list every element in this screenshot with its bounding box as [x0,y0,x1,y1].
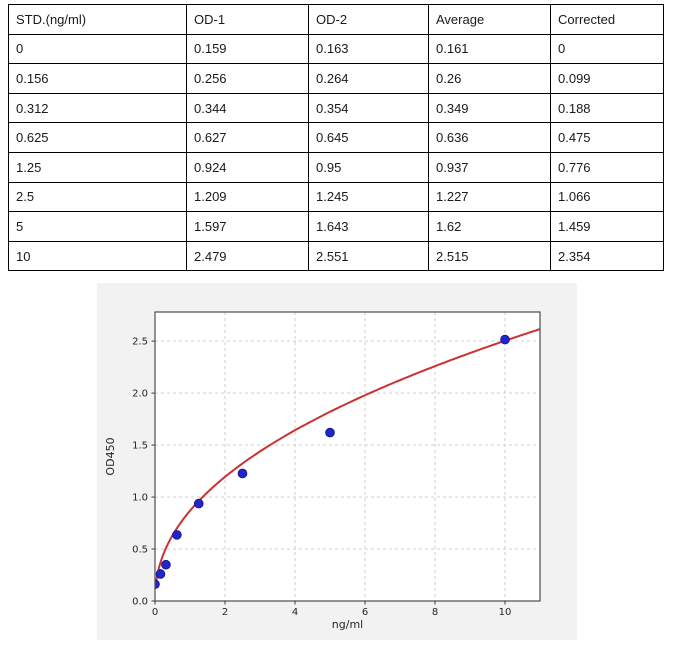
y-tick-label: 1.0 [132,493,148,504]
table-cell: 0.312 [8,92,187,124]
x-tick-label: 2 [222,607,228,618]
data-point [161,559,171,570]
table-header-cell: STD.(ng/ml) [8,4,187,35]
data-point [155,579,160,590]
table-cell: 0 [8,33,187,65]
data-point [155,569,166,579]
table-cell: 2.5 [8,181,187,213]
plot-area [155,312,540,601]
standards-table: STD.(ng/ml) OD-1 OD-2 Average Corrected 0 0.1… [8,4,664,272]
chart-svg: 0 2 4 6 8 10 0.0 0.5 1.0 1.5 2.0 2.5 ng/ml OD450 [97,283,577,640]
table-cell: 0.625 [8,122,187,153]
table-cell: 0.161 [428,33,551,65]
table-header-cell: Average [428,4,551,35]
table-row: 0.156 0.256 0.264 0.26 0.099 [8,63,664,94]
table-row: 0.625 0.627 0.645 0.636 0.475 [8,122,664,153]
x-tick-label: 0 [152,607,158,618]
axes-frame [154,311,541,602]
table-header-cell: Corrected [550,4,664,35]
table-header-row: STD.(ng/ml) OD-1 OD-2 Average Corrected [8,4,664,35]
x-tick-label: 10 [499,607,512,618]
table-cell: 0 [550,33,664,65]
y-tick-label: 2.0 [132,389,148,400]
data-point [237,468,248,479]
table-cell: 0.188 [550,92,664,124]
table-cell: 0.924 [186,151,309,183]
table-cell: 0.776 [550,151,664,183]
y-tick-label: 0.5 [132,545,148,556]
table-cell: 1.227 [428,181,551,213]
table-cell: 0.636 [428,122,551,153]
table-cell: 0.264 [308,63,429,94]
data-point [193,498,204,509]
standard-curve-chart: 0 2 4 6 8 10 0.0 0.5 1.0 1.5 2.0 2.5 ng/ml OD450 [97,283,577,640]
table-cell: 0.256 [186,63,309,94]
table-cell: 2.479 [186,240,309,272]
data-point [500,334,510,345]
table-cell: 1.643 [308,211,429,242]
table-cell: 2.354 [550,240,664,272]
y-tick-label: 0.0 [132,597,148,608]
table-header-cell: OD-1 [186,4,309,35]
y-tick-label: 2.5 [132,337,148,348]
table-cell: 0.156 [8,63,187,94]
table-cell: 5 [8,211,187,242]
table-cell: 0.159 [186,33,309,65]
table-row: 1.25 0.924 0.95 0.937 0.776 [8,151,664,183]
table-cell: 0.163 [308,33,429,65]
table-cell: 0.344 [186,92,309,124]
table-cell: 0.645 [308,122,429,153]
y-axis-label: OD450 [104,437,117,475]
data-point [325,427,335,438]
table-row: 0 0.159 0.163 0.161 0 [8,33,664,65]
x-tick-label: 6 [362,607,368,618]
table-cell: 2.551 [308,240,429,272]
table-cell: 0.95 [308,151,429,183]
x-axis-label: ng/ml [332,618,363,631]
standards-table-body: 0 0.159 0.163 0.161 0 0.156 0.256 0.264 0.26 0.09… [8,33,664,272]
fit-curve [155,328,540,587]
data-point [172,530,182,540]
table-cell: 0.349 [428,92,551,124]
table-cell: 0.26 [428,63,551,94]
table-header-cell: OD-2 [308,4,429,35]
table-cell: 10 [8,240,187,272]
table-cell: 2.515 [428,240,551,272]
series-layer [155,328,540,590]
x-tick-label: 4 [292,607,298,618]
table-cell: 0.354 [308,92,429,124]
table-row: 2.5 1.209 1.245 1.227 1.066 [8,181,664,213]
table-cell: 1.245 [308,181,429,213]
table-cell: 1.066 [550,181,664,213]
table-cell: 1.597 [186,211,309,242]
table-cell: 0.937 [428,151,551,183]
x-tick-label: 8 [432,607,438,618]
table-cell: 1.459 [550,211,664,242]
y-tick-label: 1.5 [132,441,148,452]
table-cell: 1.62 [428,211,551,242]
table-cell: 0.627 [186,122,309,153]
table-row: 10 2.479 2.551 2.515 2.354 [8,240,664,272]
table-cell: 1.25 [8,151,187,183]
table-row: 0.312 0.344 0.354 0.349 0.188 [8,92,664,124]
table-row: 5 1.597 1.643 1.62 1.459 [8,211,664,242]
table-cell: 1.209 [186,181,309,213]
standards-table-header: STD.(ng/ml) OD-1 OD-2 Average Corrected [8,4,664,35]
table-cell: 0.475 [550,122,664,153]
table-cell: 0.099 [550,63,664,94]
